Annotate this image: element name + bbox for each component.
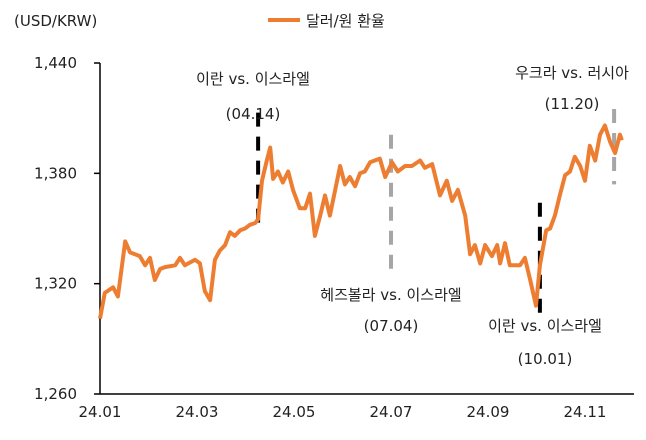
event-date: (11.20): [545, 95, 600, 113]
event-label: 우크라 vs. 러시아: [515, 64, 629, 82]
y-tick-label: 1,260: [34, 385, 77, 403]
event-label: 헤즈볼라 vs. 이스라엘: [320, 286, 461, 304]
x-tick-label: 24.11: [564, 403, 607, 421]
event-date: (04.14): [226, 105, 281, 123]
y-axis-label: (USD/KRW): [14, 12, 97, 30]
series-line-usd-krw: [98, 123, 624, 319]
event-label: 이란 vs. 이스라엘: [488, 317, 602, 335]
event-label: 이란 vs. 이스라엘: [196, 70, 310, 88]
event-date: (10.01): [518, 350, 573, 368]
x-tick-label: 24.05: [273, 403, 316, 421]
event-date: (07.04): [364, 317, 419, 335]
x-tick-label: 24.03: [176, 403, 219, 421]
y-tick-label: 1,380: [34, 164, 77, 182]
y-tick-label: 1,320: [34, 275, 77, 293]
legend: 달러/원 환율: [268, 12, 385, 30]
legend-label: 달러/원 환율: [306, 12, 385, 30]
x-tick-label: 24.01: [79, 403, 122, 421]
x-tick-label: 24.09: [467, 403, 510, 421]
y-tick-label: 1,440: [34, 54, 77, 72]
x-tick-label: 24.07: [370, 403, 413, 421]
